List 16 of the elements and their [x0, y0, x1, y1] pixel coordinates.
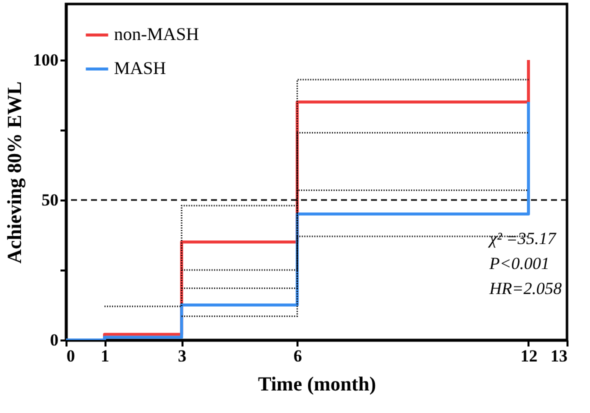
y-tick-label: 100 [33, 50, 58, 70]
annotation: χ² =35.17 [487, 229, 558, 248]
x-tick-label: 6 [293, 346, 302, 366]
x-tick-label: 12 [520, 346, 538, 366]
y-tick-label: 0 [50, 330, 58, 350]
x-tick-label: 13 [550, 346, 568, 366]
x-tick-label: 3 [178, 346, 186, 366]
legend-label: MASH [114, 58, 166, 78]
annotation: P<0.001 [488, 254, 550, 274]
y-axis-title: Achieving 80% EWL [4, 81, 26, 264]
y-tick-label: 50 [42, 190, 58, 210]
x-tick-label: 1 [100, 346, 110, 366]
annotation: HR=2.058 [488, 279, 562, 298]
legend-label: non-MASH [114, 24, 200, 44]
x-tick-label: 0 [66, 346, 75, 366]
x-axis-title: Time (month) [258, 374, 376, 396]
